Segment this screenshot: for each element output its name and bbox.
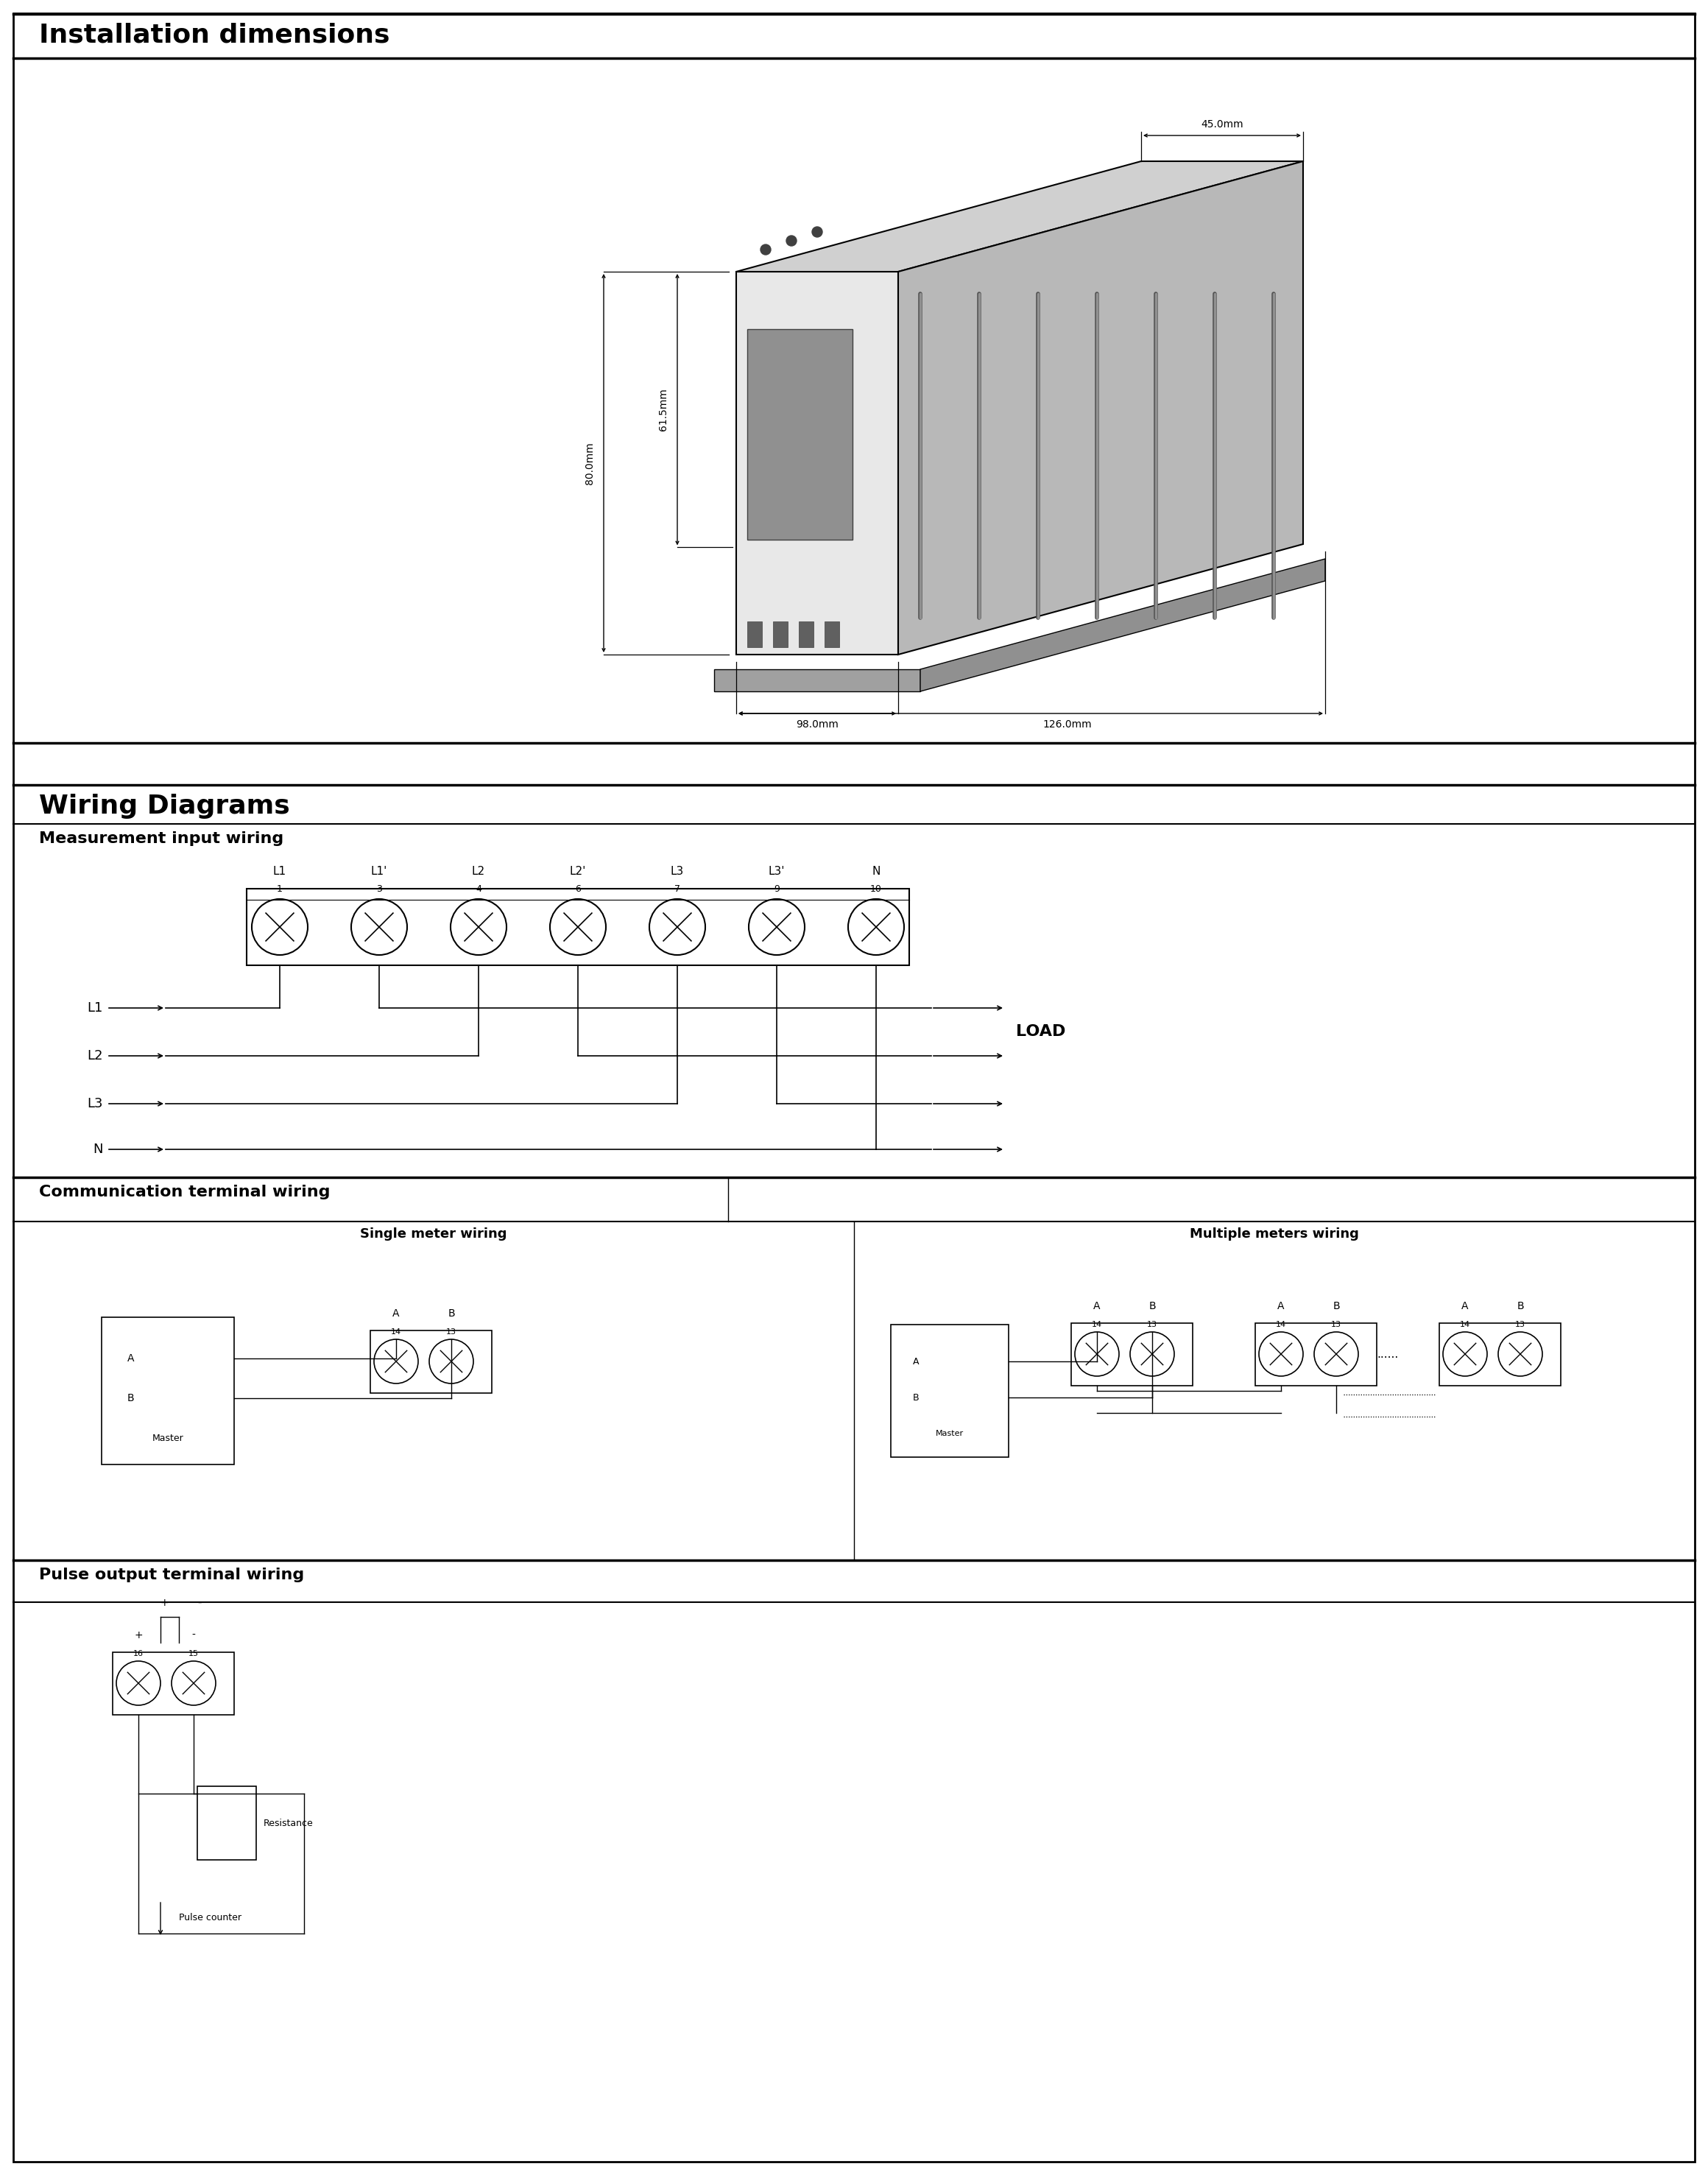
Bar [1440, 1322, 1561, 1385]
Text: B: B [912, 1392, 919, 1403]
Bar [774, 622, 787, 648]
Text: Master: Master [152, 1433, 183, 1442]
Text: A: A [1462, 1301, 1469, 1312]
Bar [371, 1331, 492, 1392]
Text: 13: 13 [1515, 1320, 1525, 1329]
Text: 14: 14 [391, 1329, 401, 1335]
Bar [1255, 1322, 1377, 1385]
Text: N: N [94, 1142, 102, 1155]
Text: L3: L3 [671, 866, 683, 877]
Text: L2: L2 [87, 1048, 102, 1061]
Text: 14: 14 [1276, 1320, 1286, 1329]
Text: A: A [912, 1357, 919, 1366]
Bar [748, 328, 852, 539]
Polygon shape [898, 161, 1303, 655]
Text: 7: 7 [675, 885, 680, 894]
Bar [892, 1325, 1009, 1457]
Text: N: N [871, 866, 880, 877]
Text: 13: 13 [1331, 1320, 1341, 1329]
Text: 9: 9 [774, 885, 779, 894]
Text: A: A [1093, 1301, 1100, 1312]
Text: Single meter wiring: Single meter wiring [360, 1227, 507, 1240]
Text: L1: L1 [273, 866, 287, 877]
Text: Communication terminal wiring: Communication terminal wiring [39, 1185, 330, 1198]
Text: -: - [191, 1629, 195, 1640]
Text: A: A [393, 1309, 400, 1318]
Text: 13: 13 [446, 1329, 456, 1335]
Text: B: B [1148, 1301, 1156, 1312]
Text: Pulse counter: Pulse counter [179, 1912, 241, 1923]
Text: 126.0mm: 126.0mm [1044, 720, 1091, 729]
Bar [246, 890, 909, 966]
Text: LOAD: LOAD [1016, 1024, 1066, 1040]
Text: B: B [1517, 1301, 1524, 1312]
Text: Measurement input wiring: Measurement input wiring [39, 831, 284, 846]
Text: +: + [161, 1599, 169, 1607]
Text: -: - [198, 1596, 202, 1607]
Text: L1': L1' [371, 866, 388, 877]
Text: Resistance: Resistance [263, 1818, 314, 1827]
Text: L2': L2' [570, 866, 586, 877]
Text: 3: 3 [376, 885, 383, 894]
Polygon shape [921, 559, 1325, 692]
Text: L3': L3' [769, 866, 786, 877]
Text: B: B [447, 1309, 454, 1318]
Text: 45.0mm: 45.0mm [1201, 120, 1243, 130]
Circle shape [760, 244, 770, 254]
Text: B: B [128, 1392, 135, 1403]
Text: L3: L3 [87, 1096, 102, 1109]
Text: ......: ...... [1377, 1348, 1399, 1359]
Text: 13: 13 [1148, 1320, 1158, 1329]
Bar [113, 1651, 234, 1714]
Polygon shape [714, 670, 921, 692]
Text: 15: 15 [188, 1651, 198, 1657]
Text: 14: 14 [1460, 1320, 1471, 1329]
Text: L1: L1 [87, 1001, 102, 1014]
Text: 14: 14 [1091, 1320, 1102, 1329]
Bar [101, 1318, 234, 1464]
Text: Wiring Diagrams: Wiring Diagrams [39, 794, 290, 818]
Text: +: + [135, 1629, 143, 1640]
Text: L2: L2 [471, 866, 485, 877]
Text: 10: 10 [871, 885, 881, 894]
Text: Installation dimensions: Installation dimensions [39, 22, 389, 48]
Text: Master: Master [936, 1429, 963, 1438]
Text: 80.0mm: 80.0mm [584, 442, 594, 485]
Text: 61.5mm: 61.5mm [658, 387, 668, 431]
Circle shape [786, 235, 796, 246]
Bar [799, 622, 813, 648]
Text: 1: 1 [277, 885, 282, 894]
Text: A: A [128, 1353, 135, 1364]
Polygon shape [736, 161, 1303, 272]
Bar [1071, 1322, 1192, 1385]
Bar [748, 622, 762, 648]
Text: Pulse output terminal wiring: Pulse output terminal wiring [39, 1568, 304, 1581]
Text: 4: 4 [475, 885, 482, 894]
Circle shape [811, 226, 822, 237]
Text: 16: 16 [133, 1651, 143, 1657]
Text: 98.0mm: 98.0mm [796, 720, 839, 729]
Text: A: A [1278, 1301, 1284, 1312]
Text: B: B [1332, 1301, 1339, 1312]
Text: 6: 6 [576, 885, 581, 894]
Polygon shape [736, 272, 898, 655]
Bar [825, 622, 839, 648]
Text: Multiple meters wiring: Multiple meters wiring [1190, 1227, 1360, 1240]
Bar [198, 1786, 256, 1860]
